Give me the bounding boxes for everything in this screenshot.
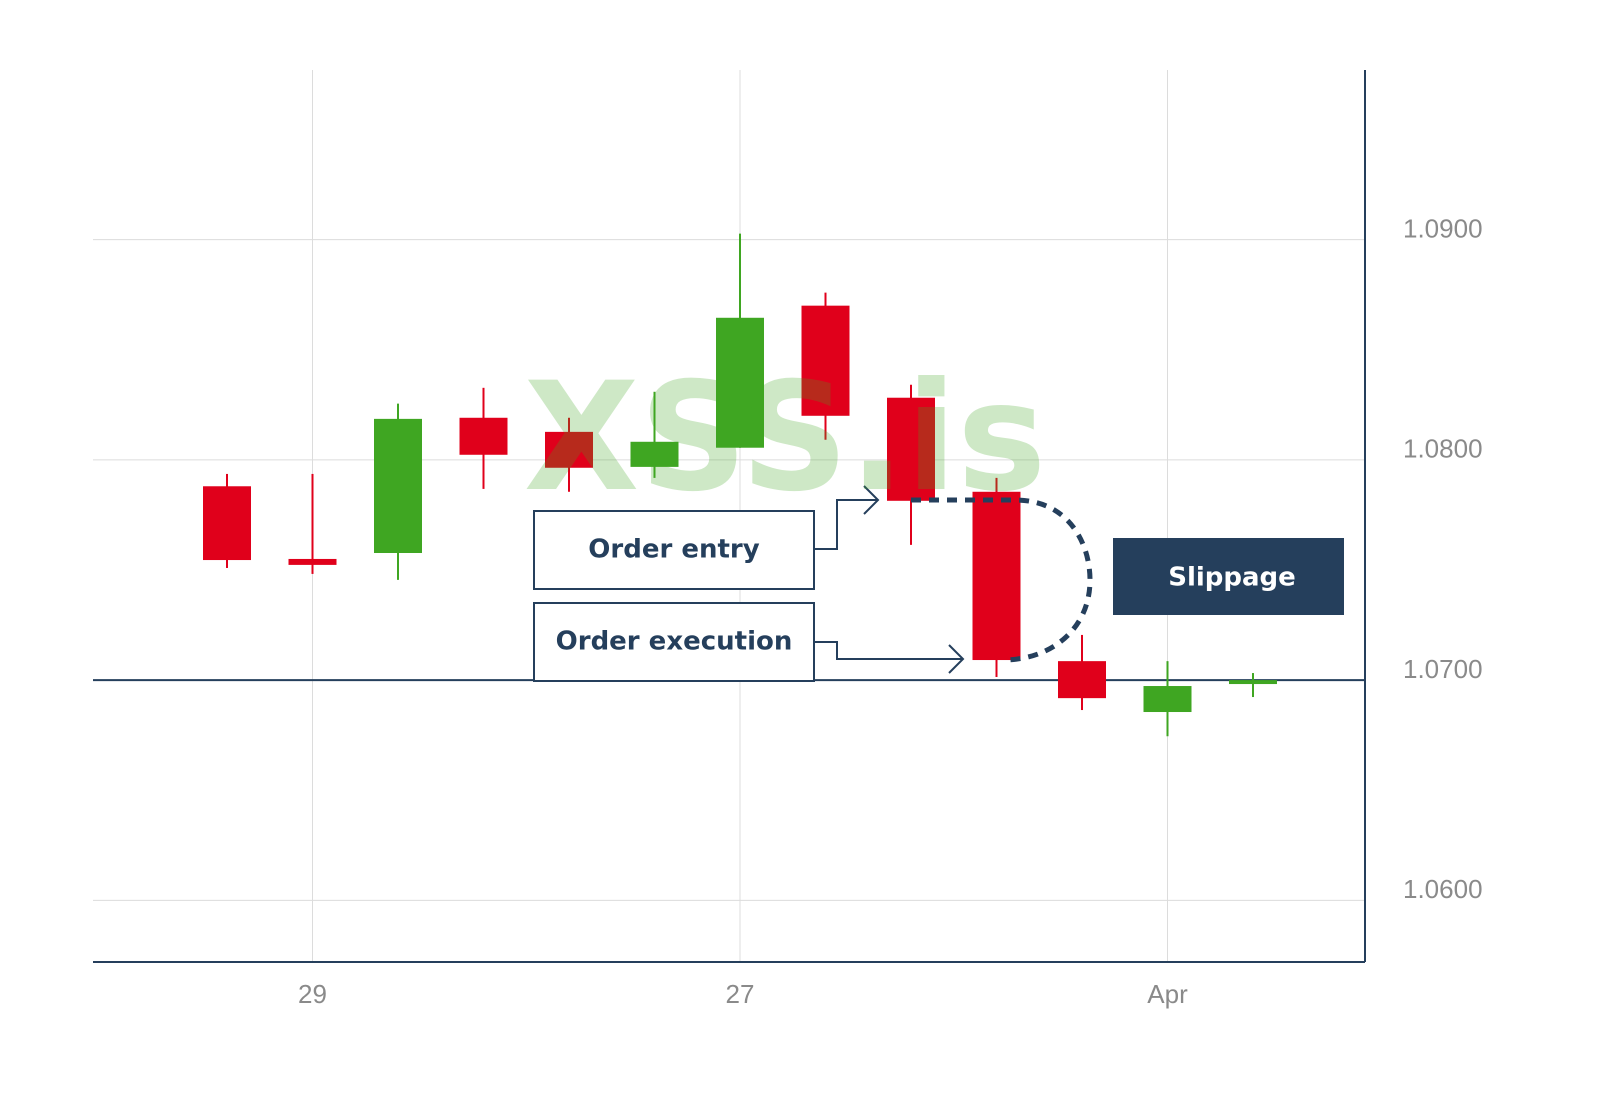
- candle-body: [1143, 686, 1192, 713]
- candle-body: [545, 431, 593, 468]
- candle-body: [887, 397, 935, 501]
- candle-body: [374, 418, 422, 554]
- x-tick-label: Apr: [1147, 979, 1188, 1009]
- x-tick-label: 27: [726, 979, 755, 1009]
- execution-box: [533, 602, 815, 682]
- entry-box: [533, 510, 815, 590]
- slippage-box: [1113, 538, 1344, 615]
- y-tick-label: 1.0900: [1403, 213, 1483, 243]
- candle-body: [972, 491, 1021, 661]
- watermark: XSS.is: [524, 351, 1047, 525]
- execution-label: Order execution: [556, 627, 793, 657]
- candle-body: [459, 417, 508, 455]
- slippage-label: Slippage: [1168, 563, 1296, 593]
- execution-arrow: [814, 641, 965, 674]
- candle-body: [1058, 661, 1106, 699]
- x-tick-label: 29: [298, 979, 327, 1009]
- entry-label: Order entry: [588, 535, 759, 565]
- candle-body: [1229, 680, 1277, 685]
- entry-arrow: [814, 485, 880, 550]
- candle-body: [716, 317, 764, 448]
- candle-body: [801, 305, 850, 416]
- y-tick-label: 1.0600: [1403, 874, 1483, 904]
- candle-body: [203, 486, 251, 561]
- y-tick-label: 1.0800: [1403, 434, 1483, 464]
- candles: [203, 233, 1277, 737]
- candle-body: [288, 558, 337, 565]
- candle-body: [630, 441, 679, 467]
- y-tick-label: 1.0700: [1403, 654, 1483, 684]
